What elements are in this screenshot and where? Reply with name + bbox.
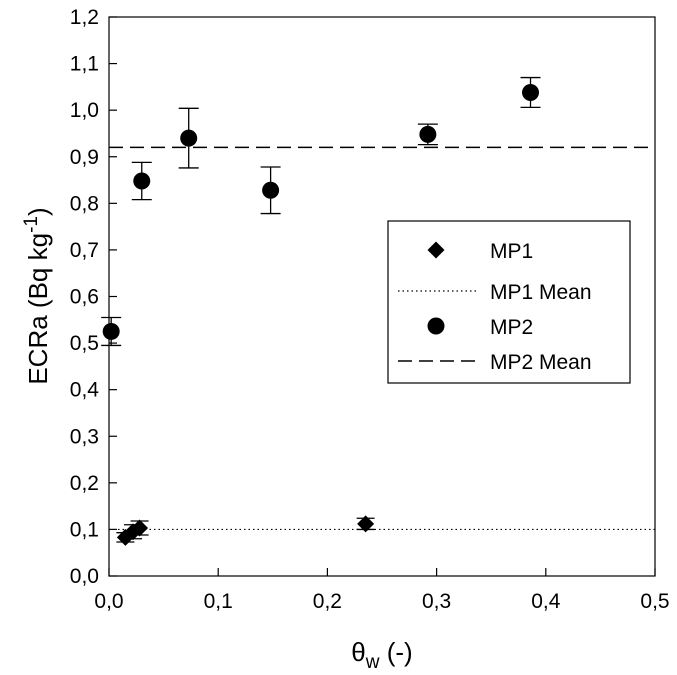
y-tick-label: 0,6: [70, 286, 99, 309]
x-tick-label: 0,4: [531, 590, 561, 613]
mp2-point: [133, 172, 151, 190]
axis-titles: θw (-) ECRa (Bq kg-1): [21, 207, 413, 673]
y-tick-label: 1,0: [70, 99, 99, 122]
legend-label: MP2 Mean: [490, 351, 592, 374]
y-tick-label: 1,1: [70, 53, 99, 76]
legend-label: MP2: [490, 316, 533, 339]
x-tick-label: 0,1: [204, 590, 233, 613]
y-tick-label: 0,9: [70, 146, 99, 169]
y-tick-label: 1,2: [70, 6, 99, 29]
legend: MP1 MP1 Mean MP2 MP2 Mean: [387, 220, 631, 384]
y-tick-label: 0,1: [70, 518, 99, 541]
x-tick-label: 0,2: [313, 590, 342, 613]
y-axis-title: ECRa (Bq kg-1): [21, 207, 53, 384]
y-tick-label: 0,2: [70, 472, 99, 495]
mp2-point: [102, 322, 120, 340]
mp2-point: [180, 129, 198, 147]
legend-box: [387, 220, 631, 384]
y-tick-label: 0,0: [70, 565, 99, 588]
x-tick-label: 0,0: [94, 590, 123, 613]
mp1-point: [131, 519, 149, 537]
mp1-point: [357, 515, 375, 533]
y-tick-label: 0,8: [70, 192, 99, 215]
x-axis-title: θw (-): [351, 637, 412, 673]
legend-symbol-mp1: [427, 241, 445, 259]
y-tick-label: 0,4: [70, 379, 100, 402]
legend-symbol-mp2: [427, 317, 445, 335]
y-tick-label: 0,7: [70, 239, 99, 262]
x-tick-label: 0,5: [640, 590, 669, 613]
x-tick-label: 0,3: [422, 590, 451, 613]
mp2-point: [522, 83, 540, 101]
y-tick-label: 0,5: [70, 332, 99, 355]
axes: 0,0 0,1 0,2 0,3 0,4 0,5 0,6 0,7 0,8 0,9 1,0 1,1 1,2 0…: [70, 6, 670, 613]
legend-label: MP1: [490, 240, 533, 263]
mp2-point: [419, 125, 437, 143]
mp1-point: [116, 528, 134, 546]
y-tick-label: 0,3: [70, 425, 99, 448]
legend-label: MP1 Mean: [490, 281, 592, 304]
series-layer: [101, 76, 655, 546]
mp2-point: [262, 181, 280, 199]
